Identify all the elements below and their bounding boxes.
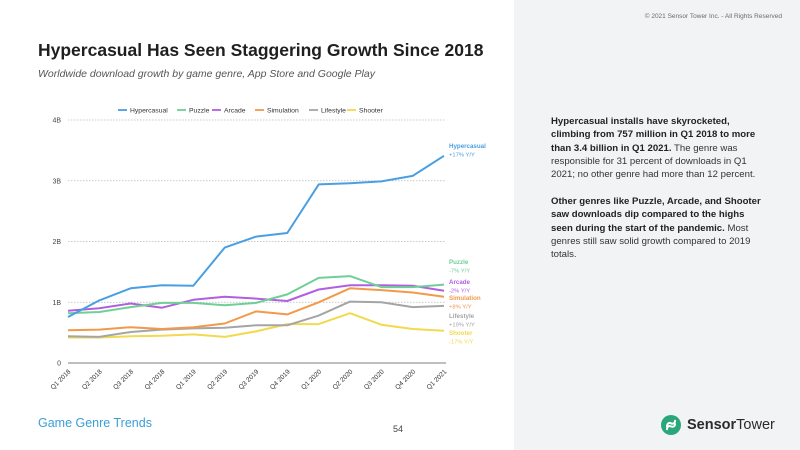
legend-label: Lifestyle	[321, 108, 346, 115]
series-line-hypercasual	[67, 154, 445, 318]
insights-panel	[514, 0, 800, 450]
insight-2-highlight: Other genres like Puzzle, Arcade, and Sh…	[551, 196, 761, 234]
end-label-growth: -7% Y/Y	[449, 269, 470, 275]
legend-label: Arcade	[224, 108, 246, 115]
y-tick-label: 4B	[52, 118, 61, 125]
copyright-notice: © 2021 Sensor Tower Inc. - All Rights Re…	[644, 13, 782, 20]
insight-paragraph-2: Other genres like Puzzle, Arcade, and Sh…	[551, 195, 766, 261]
sensor-tower-logo: SensorTower	[660, 414, 775, 436]
series-line-arcade	[67, 284, 445, 312]
x-tick-label: Q2 2018	[81, 368, 104, 391]
insight-2-text: Most genres still saw solid growth compa…	[551, 222, 751, 261]
y-tick-label: 2B	[52, 239, 61, 246]
end-label-name: Puzzle	[449, 259, 469, 266]
logo-brand: Sensor	[687, 417, 737, 433]
end-label-name: Simulation	[449, 295, 481, 302]
end-label-growth: +19% Y/Y	[449, 323, 475, 329]
page-subtitle: Worldwide download growth by game genre,…	[38, 68, 375, 80]
y-tick-label: 3B	[52, 178, 61, 185]
end-label-name: Lifestyle	[449, 313, 475, 320]
x-tick-label: Q3 2019	[238, 368, 261, 391]
insight-1-highlight: Hypercasual installs have skyrocketed, c…	[551, 116, 756, 154]
end-label-name: Arcade	[449, 279, 471, 286]
series-line-lifestyle	[67, 300, 445, 338]
page-number: 54	[393, 424, 404, 434]
x-tick-label: Q1 2019	[175, 368, 198, 391]
sensor-tower-logo-icon	[661, 415, 681, 435]
x-tick-label: Q4 2019	[269, 368, 292, 391]
x-tick-label: Q3 2018	[112, 368, 135, 391]
line-chart: 0 1B 2B 3B 4B Q1 2018 Q2 2018 Q3 2018 Q4 2018 Q1 …	[50, 108, 487, 392]
x-tick-label: Q1 2021	[426, 368, 449, 391]
x-tick-label: Q1 2020	[300, 368, 323, 391]
end-label-name: Hypercasual	[449, 143, 486, 150]
legend-label: Puzzle	[189, 108, 210, 115]
end-label-growth: -2% Y/Y	[449, 289, 470, 295]
end-label-growth: -17% Y/Y	[449, 340, 474, 346]
x-tick-label: Q4 2020	[394, 368, 417, 391]
x-tick-label: Q1 2018	[50, 368, 73, 391]
logo-brand-2: Tower	[736, 417, 775, 433]
insight-1-text: The genre was responsible for 31 percent…	[551, 142, 756, 181]
y-tick-label: 0	[57, 361, 61, 368]
x-tick-label: Q3 2020	[363, 368, 386, 391]
insight-paragraph-1: Hypercasual installs have skyrocketed, c…	[551, 115, 766, 181]
legend-label: Shooter	[359, 108, 384, 115]
x-tick-label: Q4 2018	[144, 368, 167, 391]
series-line-shooter	[68, 312, 445, 339]
series-line-simulation	[67, 287, 445, 332]
series-line-puzzle	[67, 275, 445, 315]
legend-label: Simulation	[267, 108, 299, 115]
legend-label: Hypercasual	[130, 108, 168, 115]
y-tick-label: 1B	[52, 300, 61, 307]
end-label-growth: +17% Y/Y	[449, 153, 475, 159]
end-label-growth: +8% Y/Y	[449, 305, 472, 311]
section-label: Game Genre Trends	[38, 416, 152, 430]
end-label-name: Shooter	[449, 330, 473, 337]
page-title: Hypercasual Has Seen Staggering Growth S…	[38, 40, 484, 60]
x-tick-label: Q2 2019	[206, 368, 229, 391]
x-tick-label: Q2 2020	[332, 368, 355, 391]
